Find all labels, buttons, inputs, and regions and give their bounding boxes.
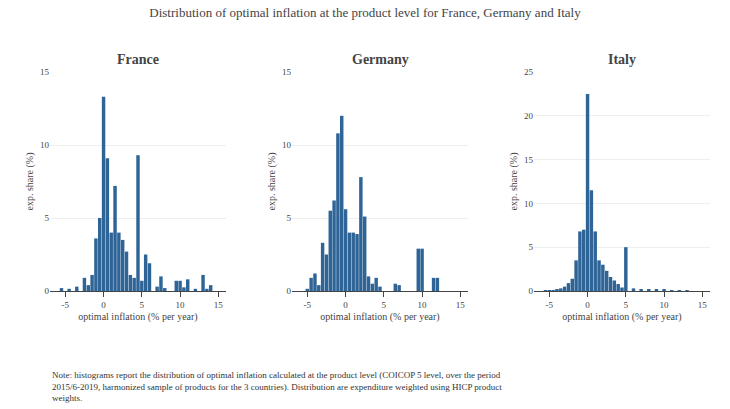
svg-text:10: 10 (524, 199, 534, 209)
svg-text:10: 10 (282, 140, 292, 150)
svg-text:5: 5 (287, 213, 292, 223)
svg-text:0: 0 (101, 300, 106, 310)
svg-text:exp. share (%): exp. share (%) (24, 152, 36, 210)
svg-text:exp. share (%): exp. share (%) (508, 152, 520, 210)
svg-text:10: 10 (40, 140, 50, 150)
svg-text:0: 0 (529, 286, 534, 296)
svg-text:20: 20 (524, 111, 534, 121)
svg-text:optimal inflation (% per year): optimal inflation (% per year) (78, 311, 197, 323)
svg-text:optimal inflation (% per year): optimal inflation (% per year) (320, 311, 439, 323)
svg-text:0: 0 (585, 300, 590, 310)
svg-text:15: 15 (698, 300, 708, 310)
svg-text:10: 10 (418, 300, 428, 310)
svg-text:exp. share (%): exp. share (%) (266, 152, 278, 210)
svg-text:10: 10 (176, 300, 186, 310)
svg-text:5: 5 (529, 242, 534, 252)
svg-text:15: 15 (524, 155, 534, 165)
svg-text:-5: -5 (62, 300, 70, 310)
svg-text:optimal inflation (% per year): optimal inflation (% per year) (562, 311, 681, 323)
svg-text:5: 5 (45, 213, 50, 223)
svg-text:Note: histograms report the di: Note: histograms report the distribution… (52, 370, 502, 403)
svg-text:0: 0 (343, 300, 348, 310)
svg-text:5: 5 (624, 300, 629, 310)
svg-text:0: 0 (287, 286, 292, 296)
svg-text:0: 0 (45, 286, 50, 296)
svg-text:10: 10 (660, 300, 670, 310)
svg-text:15: 15 (40, 67, 50, 77)
svg-text:15: 15 (282, 67, 292, 77)
svg-text:Italy: Italy (608, 52, 636, 67)
svg-text:5: 5 (382, 300, 387, 310)
svg-text:15: 15 (214, 300, 224, 310)
svg-text:25: 25 (524, 67, 534, 77)
svg-text:-5: -5 (546, 300, 554, 310)
svg-text:Distribution of optimal inflat: Distribution of optimal inflation at the… (149, 5, 581, 20)
svg-text:Germany: Germany (352, 52, 409, 67)
svg-text:15: 15 (456, 300, 466, 310)
svg-text:-5: -5 (304, 300, 312, 310)
svg-text:5: 5 (140, 300, 145, 310)
svg-text:France: France (117, 52, 159, 67)
